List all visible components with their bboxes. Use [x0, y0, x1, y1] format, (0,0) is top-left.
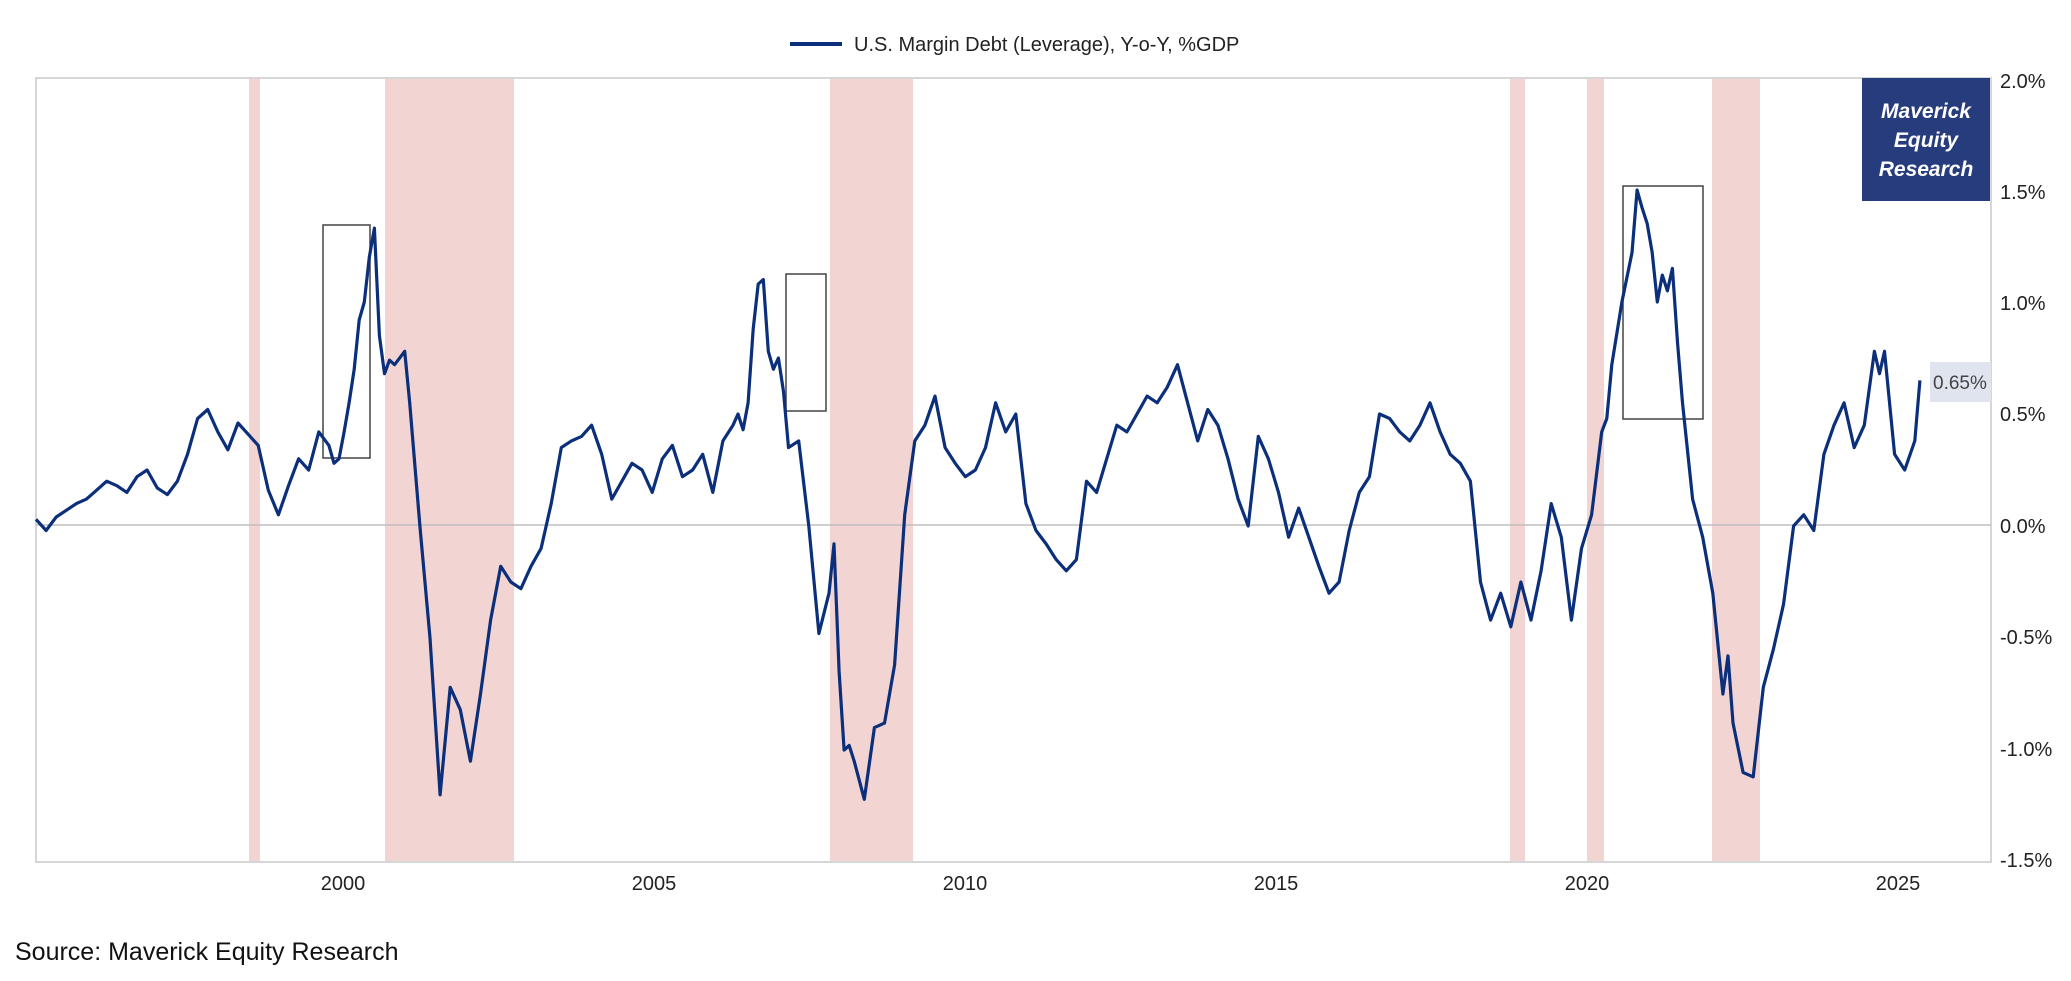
brand-badge-line-3: Research	[1879, 158, 1974, 181]
x-tick-label: 2015	[1254, 873, 1299, 895]
y-axis: 2.0% 1.5% 1.0% 0.5% 0.0% -0.5% -1.0% -1.…	[2000, 71, 2052, 872]
legend-label: U.S. Margin Debt (Leverage), Y-o-Y, %GDP	[854, 34, 1239, 56]
y-tick-label: 1.5%	[2000, 182, 2046, 204]
x-tick-label: 2005	[632, 873, 677, 895]
recession-band-1998	[249, 79, 260, 861]
plot-frame	[35, 77, 1992, 863]
last-value-background	[1930, 362, 1991, 402]
brand-badge-line-2: Equity	[1894, 129, 1959, 152]
source-note: Source: Maverick Equity Research	[15, 938, 399, 966]
last-value-label: 0.65%	[1933, 373, 1987, 394]
highlight-box-2000	[322, 224, 371, 459]
x-tick-label: 2000	[321, 873, 366, 895]
legend: U.S. Margin Debt (Leverage), Y-o-Y, %GDP	[790, 34, 1239, 56]
brand-badge-line-1: Maverick	[1881, 100, 1972, 123]
y-tick-label: -1.0%	[2000, 739, 2052, 761]
highlight-box-2007	[785, 273, 827, 412]
x-tick-label: 2020	[1565, 873, 1610, 895]
x-tick-label: 2025	[1876, 873, 1921, 895]
recession-bands	[249, 79, 1760, 861]
x-axis: 2000 2005 2010 2015 2020 2025	[321, 873, 1921, 895]
y-tick-label: -1.5%	[2000, 850, 2052, 872]
y-tick-label: 1.0%	[2000, 293, 2046, 315]
recession-band-2018	[1510, 79, 1525, 861]
recession-band-2001	[385, 79, 514, 861]
brand-badge-background	[1862, 78, 1990, 201]
y-tick-label: 0.0%	[2000, 516, 2046, 538]
brand-badge: Maverick Equity Research	[1862, 78, 1990, 201]
last-value-tag: 0.65%	[1930, 362, 1991, 402]
y-tick-label: 0.5%	[2000, 404, 2046, 426]
series-line-margin-debt	[34, 188, 1922, 801]
y-tick-label: 2.0%	[2000, 71, 2046, 93]
y-tick-label: -0.5%	[2000, 627, 2052, 649]
x-tick-label: 2010	[943, 873, 988, 895]
